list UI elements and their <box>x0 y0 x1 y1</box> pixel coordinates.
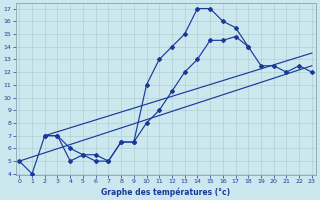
X-axis label: Graphe des températures (°c): Graphe des températures (°c) <box>101 187 230 197</box>
